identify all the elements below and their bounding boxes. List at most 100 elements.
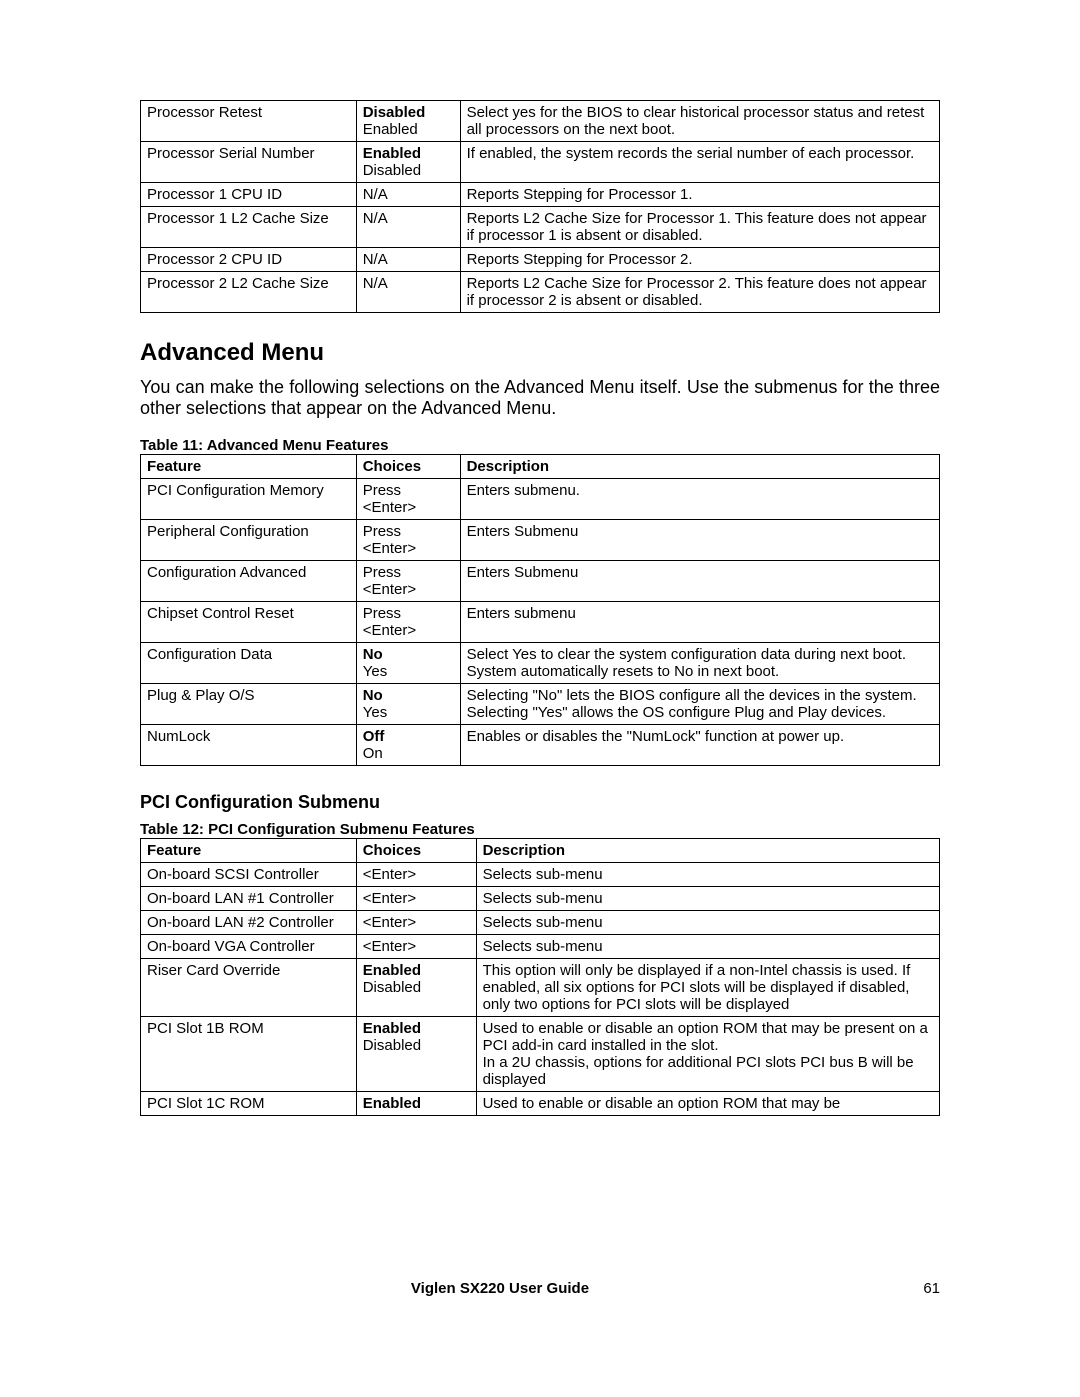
cell-feature: Processor 1 CPU ID (141, 183, 357, 207)
choice-value: No (363, 646, 454, 663)
choice-value: <Enter> (363, 540, 454, 557)
cell-description: Selects sub-menu (476, 935, 939, 959)
table-row: Processor 1 CPU ID N/A Reports Stepping fo… (141, 183, 940, 207)
cell-description: This option will only be displayed if a … (476, 959, 939, 1017)
table-row: PCI Slot 1B ROMEnabledDisabledUsed to en… (141, 1017, 940, 1092)
choice-value: Disabled (363, 104, 454, 121)
table-row: NumLockOffOnEnables or disables the "Num… (141, 725, 940, 766)
choice-value: Press (363, 482, 454, 499)
choice-value: Enabled (363, 1020, 470, 1037)
cell-choices: Press<Enter> (356, 520, 460, 561)
table-row: On-board VGA Controller<Enter>Selects su… (141, 935, 940, 959)
cell-feature: On-board VGA Controller (141, 935, 357, 959)
cell-choices: N/A (356, 248, 460, 272)
choice-value: <Enter> (363, 581, 454, 598)
footer-page-number: 61 (860, 1280, 940, 1297)
cell-description: Enters submenu. (460, 479, 939, 520)
cell-feature: Configuration Advanced (141, 561, 357, 602)
cell-description: Enters Submenu (460, 520, 939, 561)
choice-value: N/A (363, 251, 454, 268)
cell-description: Used to enable or disable an option ROM … (476, 1092, 939, 1116)
choice-value: Yes (363, 663, 454, 680)
choice-value: N/A (363, 210, 454, 227)
cell-choices: EnabledDisabled (356, 142, 460, 183)
cell-choices: EnabledDisabled (356, 1017, 476, 1092)
cell-feature: Chipset Control Reset (141, 602, 357, 643)
cell-feature: PCI Configuration Memory (141, 479, 357, 520)
table-row: PCI Configuration Memory Press<Enter> Ente… (141, 479, 940, 520)
choice-value: <Enter> (363, 890, 470, 907)
cell-feature: Processor Serial Number (141, 142, 357, 183)
cell-feature: Processor Retest (141, 101, 357, 142)
table-row: Processor 2 L2 Cache Size N/A Reports L2 C… (141, 272, 940, 313)
cell-description: Selects sub-menu (476, 911, 939, 935)
cell-description: Used to enable or disable an option ROM … (476, 1017, 939, 1092)
cell-description: Reports L2 Cache Size for Processor 2. T… (460, 272, 939, 313)
choice-value: Press (363, 523, 454, 540)
cell-feature: Processor 2 L2 Cache Size (141, 272, 357, 313)
choice-value: <Enter> (363, 866, 470, 883)
cell-choices: N/A (356, 207, 460, 248)
table-row: PCI Slot 1C ROM Enabled Used to enable or … (141, 1092, 940, 1116)
cell-choices: N/A (356, 272, 460, 313)
table12: Feature Choices Description On-board SCS… (140, 838, 940, 1116)
cell-choices: <Enter> (356, 863, 476, 887)
cell-choices: <Enter> (356, 887, 476, 911)
cell-feature: NumLock (141, 725, 357, 766)
cell-choices: NoYes (356, 643, 460, 684)
choice-value: Press (363, 564, 454, 581)
cell-choices: <Enter> (356, 935, 476, 959)
table-row: Processor 2 CPU ID N/A Reports Stepping fo… (141, 248, 940, 272)
choice-value: Enabled (363, 145, 454, 162)
choice-value: Off (363, 728, 454, 745)
cell-choices: Press<Enter> (356, 602, 460, 643)
choice-value: Enabled (363, 962, 470, 979)
choice-value: No (363, 687, 454, 704)
choice-value: <Enter> (363, 499, 454, 516)
cell-feature: Processor 2 CPU ID (141, 248, 357, 272)
choice-value: Yes (363, 704, 454, 721)
table11-caption: Table 11: Advanced Menu Features (140, 437, 940, 454)
cell-choices: Press<Enter> (356, 561, 460, 602)
cell-description: Reports Stepping for Processor 1. (460, 183, 939, 207)
footer-title: Viglen SX220 User Guide (140, 1280, 860, 1297)
cell-choices: Enabled (356, 1092, 476, 1116)
choice-value: Disabled (363, 979, 470, 996)
table11-header-choices: Choices (356, 455, 460, 479)
cell-feature: Peripheral Configuration (141, 520, 357, 561)
cell-feature: Plug & Play O/S (141, 684, 357, 725)
cell-description: Selecting "No" lets the BIOS configure a… (460, 684, 939, 725)
table-row: Peripheral ConfigurationPress<Enter>Ente… (141, 520, 940, 561)
cell-description: Enters submenu (460, 602, 939, 643)
table12-caption: Table 12: PCI Configuration Submenu Feat… (140, 821, 940, 838)
table-row: Configuration AdvancedPress<Enter>Enters… (141, 561, 940, 602)
cell-feature: PCI Slot 1B ROM (141, 1017, 357, 1092)
cell-feature: On-board LAN #2 Controller (141, 911, 357, 935)
advanced-menu-paragraph: You can make the following selections on… (140, 377, 940, 419)
choice-value: N/A (363, 275, 454, 292)
page-footer: Viglen SX220 User Guide 61 (0, 1280, 1080, 1337)
table11-header-desc: Description (460, 455, 939, 479)
cell-choices: DisabledEnabled (356, 101, 460, 142)
cell-description: Reports Stepping for Processor 2. (460, 248, 939, 272)
cell-feature: Processor 1 L2 Cache Size (141, 207, 357, 248)
choice-value: Enabled (363, 1095, 470, 1112)
table-row: On-board LAN #1 Controller<Enter>Selects… (141, 887, 940, 911)
cell-choices: EnabledDisabled (356, 959, 476, 1017)
processor-table: Processor RetestDisabledEnabledSelect ye… (140, 100, 940, 313)
choice-value: On (363, 745, 454, 762)
table-row: On-board SCSI Controller<Enter>Selects s… (141, 863, 940, 887)
choice-value: Disabled (363, 1037, 470, 1054)
table-row: Processor 1 L2 Cache SizeN/AReports L2 C… (141, 207, 940, 248)
choice-value: N/A (363, 186, 454, 203)
cell-description: Enables or disables the "NumLock" functi… (460, 725, 939, 766)
choice-value: Disabled (363, 162, 454, 179)
choice-value: Enabled (363, 121, 454, 138)
cell-description: Enters Submenu (460, 561, 939, 602)
cell-feature: On-board SCSI Controller (141, 863, 357, 887)
cell-feature: PCI Slot 1C ROM (141, 1092, 357, 1116)
table12-header-feature: Feature (141, 839, 357, 863)
cell-choices: OffOn (356, 725, 460, 766)
table11-header-feature: Feature (141, 455, 357, 479)
cell-feature: On-board LAN #1 Controller (141, 887, 357, 911)
